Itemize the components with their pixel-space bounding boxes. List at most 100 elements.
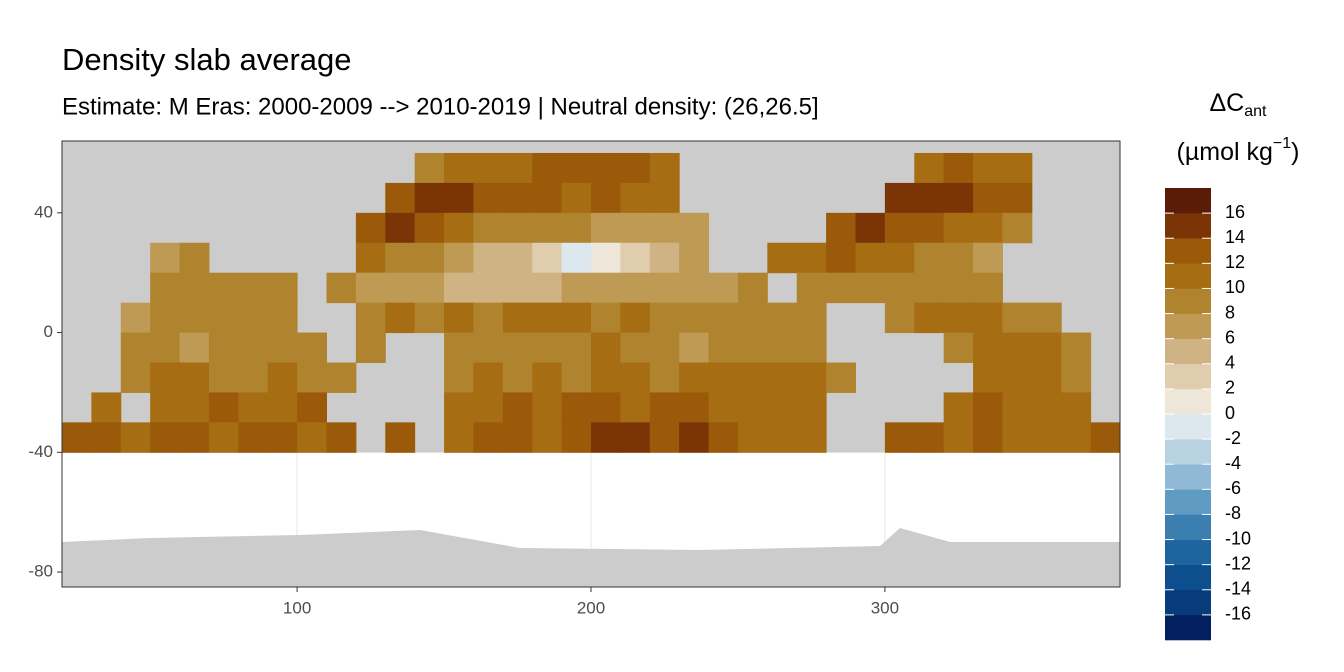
cell: [973, 242, 1003, 274]
cell: [532, 272, 563, 304]
cell: [444, 422, 474, 453]
cell: [444, 182, 474, 214]
cell: [91, 392, 122, 423]
cell: [385, 422, 416, 453]
legend-title: ΔCant: [1209, 89, 1267, 121]
cell: [179, 392, 210, 423]
cell: [208, 422, 239, 453]
y-tick-label: 40: [34, 202, 53, 221]
cell: [208, 272, 239, 304]
cell: [620, 392, 651, 423]
cell: [708, 332, 739, 364]
colorbar-bin: [1165, 439, 1211, 465]
cell: [884, 242, 915, 274]
cell: [914, 302, 945, 334]
cell: [1031, 302, 1062, 334]
colorbar-bin: [1165, 188, 1211, 214]
cell: [649, 242, 680, 274]
cell: [767, 362, 798, 393]
cell: [591, 392, 621, 423]
cell: [679, 302, 710, 334]
cell: [973, 272, 1003, 304]
cell: [1090, 422, 1121, 453]
cell: [591, 332, 621, 364]
colorbar-label: -4: [1225, 453, 1241, 473]
cell: [473, 302, 504, 334]
cell: [1002, 182, 1033, 214]
cell: [208, 392, 239, 423]
cell: [1031, 332, 1062, 364]
cell: [796, 332, 827, 364]
colorbar-bin: [1165, 363, 1211, 390]
colorbar-bin: [1165, 514, 1211, 540]
cell: [796, 362, 827, 393]
colorbar-label: 12: [1225, 252, 1245, 272]
cell: [150, 272, 181, 304]
cell: [943, 182, 974, 214]
cell: [884, 272, 915, 304]
cell: [179, 242, 210, 274]
cell: [120, 362, 151, 393]
cell: [532, 242, 563, 274]
cell: [414, 242, 445, 274]
cell: [444, 152, 474, 184]
cell: [238, 302, 269, 334]
colorbar-label: 0: [1225, 403, 1235, 423]
cell: [737, 272, 768, 304]
cell: [914, 152, 945, 184]
cell: [1031, 422, 1062, 453]
colorbar-label: 6: [1225, 327, 1235, 347]
cell: [943, 272, 974, 304]
cell: [620, 362, 651, 393]
colorbar-label: 14: [1225, 227, 1245, 247]
cell: [297, 362, 327, 393]
colorbar-label: 16: [1225, 202, 1245, 222]
cell: [444, 302, 474, 334]
cell: [561, 272, 592, 304]
cell: [532, 212, 563, 244]
cell: [179, 332, 210, 364]
cell: [532, 422, 563, 453]
cell: [1061, 332, 1092, 364]
cell: [737, 302, 768, 334]
cell: [385, 182, 416, 214]
cell: [708, 272, 739, 304]
cell: [796, 272, 827, 304]
cell: [561, 362, 592, 393]
cell: [591, 422, 621, 453]
cell: [238, 422, 269, 453]
cell: [444, 272, 474, 304]
cell: [179, 272, 210, 304]
cell: [826, 212, 856, 244]
cell: [1002, 212, 1033, 244]
cell: [208, 302, 239, 334]
colorbar-bin: [1165, 288, 1211, 314]
cell: [414, 272, 445, 304]
cell: [355, 302, 386, 334]
cell: [914, 212, 945, 244]
cell: [444, 362, 474, 393]
cell: [1002, 152, 1033, 184]
cell: [620, 302, 651, 334]
cell: [179, 362, 210, 393]
cell: [208, 362, 239, 393]
cell: [561, 152, 592, 184]
cell: [649, 362, 680, 393]
cell: [414, 152, 445, 184]
cell: [473, 332, 504, 364]
cell: [591, 182, 621, 214]
colorbar-label: -10: [1225, 528, 1251, 548]
cell: [884, 212, 915, 244]
cell: [855, 272, 886, 304]
cell: [591, 152, 621, 184]
cell: [826, 272, 856, 304]
cell: [502, 362, 533, 393]
cell: [473, 272, 504, 304]
cell: [385, 272, 416, 304]
cell: [1061, 422, 1092, 453]
colorbar-bin: [1165, 263, 1211, 289]
cell: [502, 332, 533, 364]
colorbar-bin: [1165, 388, 1211, 415]
y-tick-label: 0: [44, 322, 53, 341]
